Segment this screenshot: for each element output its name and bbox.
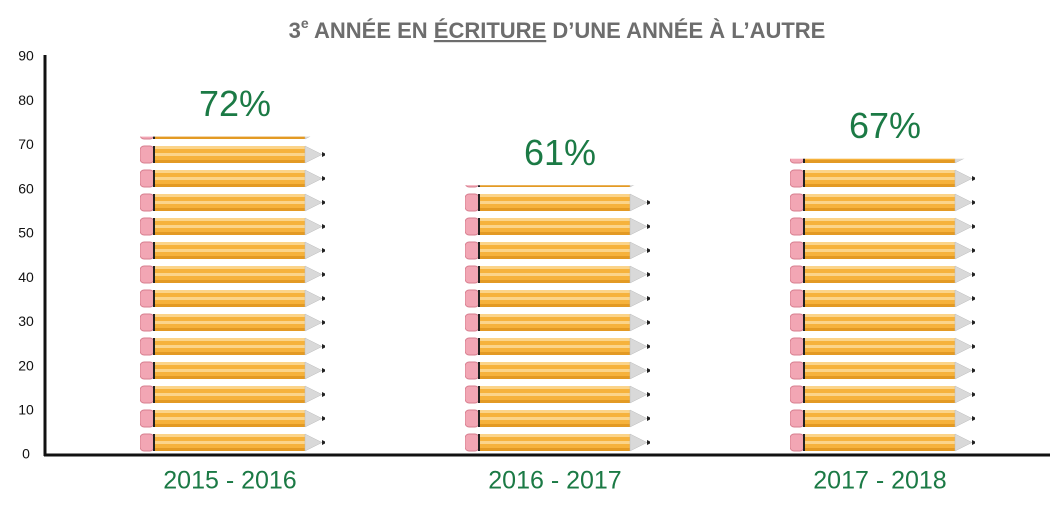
value-label: 67% [849,105,921,146]
title-part: e [301,15,309,31]
bar [465,185,655,455]
title-part: ÉCRITURE [434,18,546,43]
bar [140,136,330,455]
y-tick-label: 30 [18,313,34,329]
chart-title: 3e ANNÉE EN ÉCRITURE D’UNE ANNÉE À L’AUT… [289,15,826,43]
title-part: ANNÉE EN [309,18,434,43]
bar [790,158,980,455]
y-tick-label: 20 [18,357,34,373]
y-tick-label: 40 [18,269,34,285]
x-tick-label: 2016 - 2017 [488,467,621,495]
y-tick-label: 90 [18,48,34,64]
title-part: 3 [289,18,301,43]
value-label: 61% [524,132,596,173]
y-tick-label: 80 [18,92,34,108]
value-label: 72% [199,83,271,124]
y-tick-label: 10 [18,401,34,417]
y-tick-label: 70 [18,136,34,152]
y-tick-label: 60 [18,180,34,196]
x-tick-label: 2017 - 2018 [813,467,946,495]
y-tick-label: 50 [18,225,34,241]
y-tick-label: 0 [22,446,30,462]
title-part: D’UNE ANNÉE À L’AUTRE [546,18,825,43]
x-tick-label: 2015 - 2016 [163,467,296,495]
